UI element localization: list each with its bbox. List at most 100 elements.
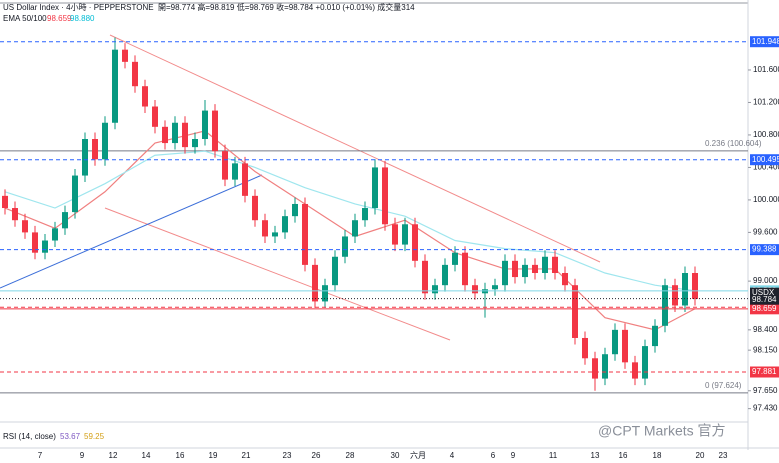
price-marker [750,366,779,378]
candle-body [82,139,88,176]
candle-body [662,285,668,326]
candle-body [352,220,358,237]
y-tick-label: 99.600 [753,228,778,237]
candle-body [252,195,258,221]
candle-body [32,232,38,253]
x-tick-label: 7 [38,451,43,460]
indicator-value: 98.880 [70,14,95,23]
candle-body [22,220,28,233]
indicator-value: 98.659 [47,14,72,23]
price-marker [750,36,779,48]
candle-body [102,122,108,160]
candle-body [622,329,628,363]
x-tick-label: 11 [549,451,558,460]
candle-body [42,240,48,253]
candle-body [52,228,58,241]
x-tick-label: 21 [242,451,251,460]
candle-body [192,139,198,148]
candle-body [202,110,208,140]
rsi-value: 59.25 [84,432,105,441]
y-tick-label: 101.600 [753,65,779,74]
y-tick-label: 100.800 [753,130,779,139]
x-tick-label: 26 [312,451,321,460]
candle-body [412,224,418,261]
x-tick-label: 23 [719,451,728,460]
candle-body [342,236,348,257]
rsi-label: RSI (14, close) [3,432,56,441]
candle-body [572,285,578,338]
candle-body [142,86,148,107]
plot-area [0,37,748,394]
candle-body [92,139,98,160]
candle-body [292,203,298,217]
candle-body [532,264,538,274]
x-tick-label: 20 [696,451,705,460]
x-tick-label: 16 [619,451,628,460]
ema-line [4,150,696,292]
x-tick-label: 28 [346,451,355,460]
candle-body [392,224,398,245]
y-tick-label: 98.150 [753,345,778,354]
x-tick-label: 12 [109,451,118,460]
candle-body [12,208,18,221]
candle-body [302,203,308,265]
x-tick-label: 30 [391,451,400,460]
x-tick-label: 13 [591,451,600,460]
rsi-value: 53.67 [60,432,81,441]
candle-body [442,264,448,286]
x-tick-label: 23 [283,451,292,460]
candle-body [462,252,468,286]
candle-body [132,61,138,87]
x-tick-label: 18 [653,451,662,460]
x-tick-label: 16 [176,451,185,460]
y-tick-label: 99.000 [753,276,778,285]
y-tick-label: 100.400 [753,163,779,172]
indicator-label: EMA 50/100 [3,14,47,23]
fib-label: 0.236 (100.604) [705,139,762,148]
channel-lower [104,207,451,341]
candle-body [422,260,428,294]
y-tick-label: 98.400 [753,325,778,334]
candle-body [642,346,648,379]
last-price-name: USDX [752,288,775,297]
candle-body [562,273,568,286]
candle-body [542,256,548,274]
candle-body [672,285,678,306]
chart-title: US Dollar Index · 4小時 · PEPPERSTONE [3,3,154,12]
candle-body [652,325,658,347]
candle-body [62,212,68,229]
trend-line [0,174,263,289]
candle-body [502,260,508,286]
candle-body [362,208,368,221]
price-marker [750,303,779,315]
candle-body [582,337,588,359]
x-tick-label: 9 [80,451,85,460]
y-tick-label: 97.650 [753,386,778,395]
candle-body [382,167,388,225]
candle-body [602,354,608,379]
candle-body [272,232,278,237]
x-tick-label: 9 [511,451,516,460]
candle-body [692,273,698,299]
last-price-marker [750,287,779,305]
candle-body [162,126,168,144]
candle-body [452,252,458,265]
x-tick-label: 19 [209,451,218,460]
candle-body [282,216,288,233]
candle-body [632,362,638,379]
price-marker-label: 99.388 [752,245,777,254]
candle-body [592,358,598,379]
candle-body [122,49,128,62]
price-marker-label: 98.659 [752,304,777,313]
candle-body [682,273,688,306]
candle-body [512,260,518,278]
watermark: @CPT Markets 官方 [598,423,726,439]
candle-body [112,49,118,123]
candle-body [332,256,338,286]
candle-body [72,175,78,213]
candle-body [2,195,8,209]
candle-body [402,224,408,245]
candle-body [552,256,558,274]
price-marker [750,154,779,166]
candle-body [612,329,618,355]
